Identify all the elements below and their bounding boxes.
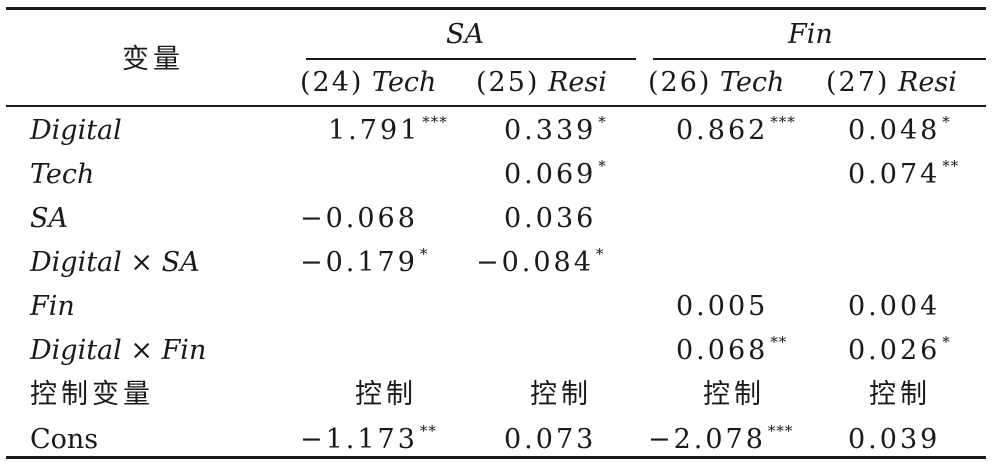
row-label: Fin (30, 291, 75, 322)
table-cell: 0.074 ** (848, 157, 960, 193)
cell-value: 控制 (869, 379, 931, 410)
cell-value: −0.068 (300, 203, 418, 234)
row-label: 控制变量 (30, 379, 154, 410)
table-cell: −1.173 ** (300, 422, 437, 458)
table-cell: 控制 (703, 380, 765, 410)
table-cell: −0.084 * (476, 245, 605, 281)
column-header-26: (26) Tech (648, 67, 785, 98)
cell-value: 0.068 (676, 335, 769, 366)
table-cell: 控制 (869, 380, 931, 410)
top-rule (6, 7, 986, 10)
table-cell: 控制 (355, 380, 417, 410)
table-cell: 0.048 * (848, 113, 951, 149)
column-header-24: (24) Tech (300, 67, 437, 98)
cell-value: 0.039 (848, 424, 941, 455)
cell-value: −1.173 (300, 424, 418, 455)
row-label: SA (30, 203, 68, 234)
cell-value: 0.069 (504, 159, 597, 190)
significance-stars: *** (767, 422, 794, 440)
cell-value: 1.791 (328, 115, 421, 146)
significance-stars: ** (942, 157, 960, 175)
row-label: Tech (30, 159, 95, 190)
cell-value: 0.048 (848, 115, 941, 146)
table-cell: 1.791 *** (328, 113, 448, 149)
significance-stars: ** (770, 333, 788, 351)
group-header-sa: SA (446, 19, 484, 50)
row-label: Digital × SA (30, 247, 200, 278)
significance-stars: * (598, 157, 607, 175)
significance-stars: * (598, 113, 607, 131)
header-rule (6, 105, 986, 107)
row-label: Digital (30, 115, 122, 146)
table-cell: 0.073 (504, 425, 596, 455)
cell-value: −0.179 (300, 247, 418, 278)
sa-group-rule (306, 58, 636, 60)
cell-value: 0.073 (504, 424, 597, 455)
table-cell: 0.068 ** (676, 333, 788, 369)
table-cell: 控制 (530, 380, 592, 410)
significance-stars: * (942, 333, 951, 351)
cell-value: 0.005 (676, 291, 769, 322)
significance-stars: * (419, 245, 429, 263)
group-header-fin: Fin (788, 19, 833, 50)
cell-value: 控制 (530, 379, 592, 410)
table-cell: −0.179 * (300, 245, 429, 281)
table-cell: 0.036 (504, 204, 596, 234)
fin-group-rule (653, 58, 986, 60)
significance-stars: *** (770, 113, 796, 131)
significance-stars: ** (419, 422, 437, 440)
cell-value: 0.026 (848, 335, 941, 366)
row-label: Digital × Fin (30, 335, 207, 366)
significance-stars: * (942, 113, 951, 131)
table-cell: −2.078 *** (648, 422, 794, 458)
significance-stars: *** (422, 113, 448, 131)
cell-value: 0.004 (848, 291, 941, 322)
table-cell: 0.026 * (848, 333, 951, 369)
cell-value: −0.084 (476, 247, 594, 278)
table-cell: 0.862 *** (676, 113, 796, 149)
table-cell: 0.004 (848, 292, 940, 322)
cell-value: 0.036 (504, 203, 597, 234)
significance-stars: * (595, 245, 605, 263)
table-cell: −0.068 (300, 204, 418, 234)
cell-value: 控制 (355, 379, 417, 410)
table-cell: 0.005 (676, 292, 768, 322)
variable-header: 变量 (122, 44, 184, 75)
cell-value: 0.074 (848, 159, 941, 190)
cell-value: 0.862 (676, 115, 769, 146)
row-label: Cons (30, 424, 99, 455)
cell-value: 0.339 (504, 115, 597, 146)
column-header-25: (25) Resi (476, 67, 607, 98)
table-cell: 0.069 * (504, 157, 607, 193)
table-cell: 0.039 (848, 425, 940, 455)
cell-value: 控制 (703, 379, 765, 410)
column-header-27: (27) Resi (826, 67, 957, 98)
bottom-rule (6, 456, 986, 459)
table-cell: 0.339 * (504, 113, 607, 149)
cell-value: −2.078 (648, 424, 766, 455)
